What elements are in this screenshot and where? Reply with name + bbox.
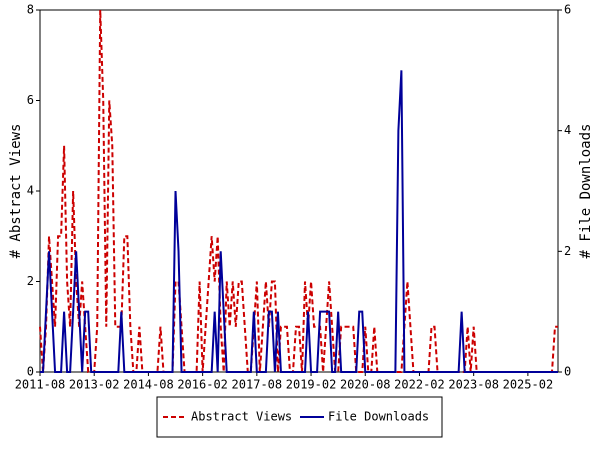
y2-tick-label: 2 [564,244,571,258]
y-tick-label: 2 [27,274,34,288]
x-tick-label: 2019-02 [286,378,337,392]
series-line [39,9,558,373]
x-tick-label: 2020-08 [340,378,391,392]
series-line [40,70,558,373]
x-tick-label: 2017-08 [232,378,283,392]
x-tick-label: 2025-02 [503,378,554,392]
y-tick-label: 4 [27,184,34,198]
x-tick-label: 2016-02 [177,378,228,392]
y2-axis-label: # File Downloads [578,124,594,259]
y2-tick-label: 6 [564,3,571,17]
y-tick-label: 0 [27,365,34,379]
y-axis-label: # Abstract Views [8,124,24,259]
y2-tick-label: 0 [564,365,571,379]
legend-box [156,396,443,438]
x-tick-label: 2023-08 [448,378,499,392]
y-tick-label: 8 [27,3,34,17]
x-tick-label: 2014-08 [123,378,174,392]
x-tick-label: 2022-02 [394,378,445,392]
plot-frame [39,9,559,373]
x-tick-label: 2013-02 [69,378,120,392]
y-tick-label: 6 [27,93,34,107]
legend-label: Abstract Views [191,410,292,424]
y2-tick-label: 4 [564,123,571,137]
legend-label: File Downloads [328,410,429,424]
x-tick-label: 2011-08 [15,378,66,392]
